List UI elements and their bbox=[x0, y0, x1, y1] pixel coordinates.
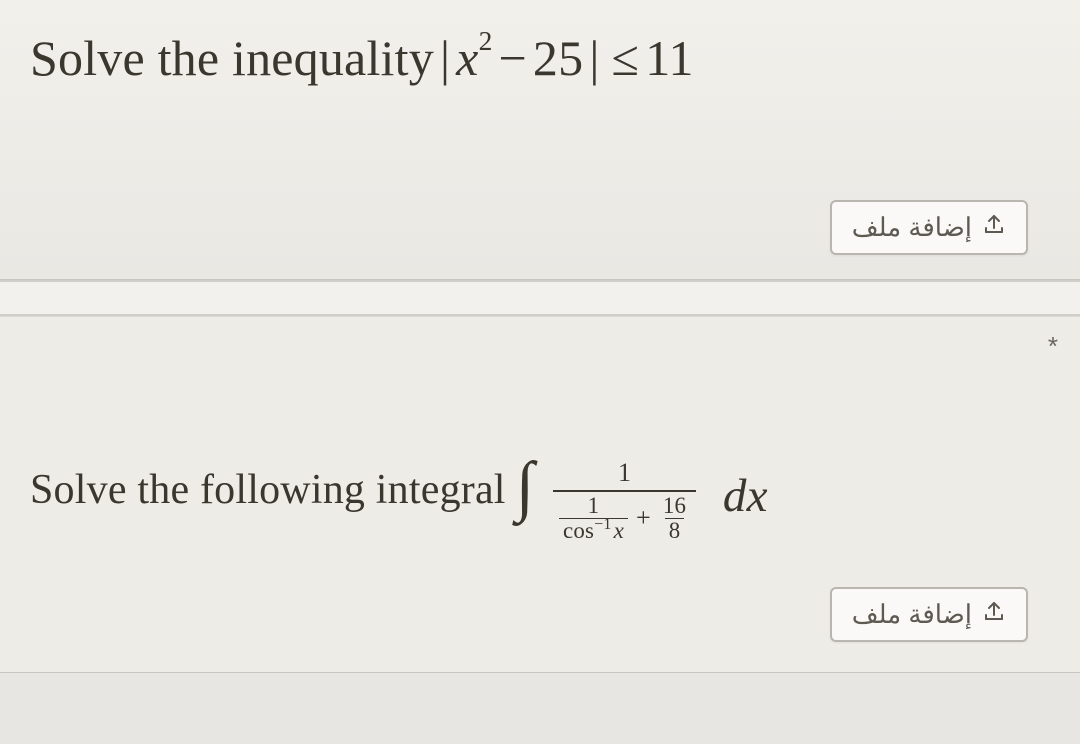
q2-upload-row: إضافة ملف bbox=[30, 575, 1050, 648]
q2-text: Solve the following integral ∫ 1 1 cos−1… bbox=[30, 435, 1050, 545]
abs-open: | bbox=[434, 30, 456, 86]
required-asterisk: * bbox=[1048, 331, 1058, 362]
exp-2: 2 bbox=[479, 25, 493, 56]
question-2: * Solve the following integral ∫ 1 1 cos… bbox=[0, 316, 1080, 673]
q2-expression: ∫ 1 1 cos−1x + 16 8 dx bbox=[506, 435, 768, 545]
rfrac-num: 16 bbox=[659, 494, 690, 518]
inner-den: cos−1x bbox=[559, 518, 628, 543]
integral-sign: ∫ bbox=[506, 448, 539, 523]
plus-sign: + bbox=[628, 504, 659, 533]
inner-num: 1 bbox=[584, 494, 604, 518]
q2-prompt: Solve the following integral bbox=[30, 457, 506, 524]
cos-text: cos bbox=[563, 518, 594, 543]
question-divider bbox=[0, 280, 1080, 316]
right-fraction: 16 8 bbox=[659, 494, 690, 543]
question-1: Solve the inequality |x2−25|≤11 إضافة مل… bbox=[0, 0, 1080, 280]
cos-var: x bbox=[612, 518, 624, 543]
var-x: x bbox=[456, 30, 478, 86]
dx: dx bbox=[711, 470, 768, 522]
inner-fraction: 1 cos−1x bbox=[559, 494, 628, 543]
q1-prompt: Solve the inequality bbox=[30, 18, 434, 98]
q1-text: Solve the inequality |x2−25|≤11 bbox=[30, 18, 1050, 98]
upload-icon bbox=[982, 212, 1006, 243]
q1-expression: |x2−25|≤11 bbox=[434, 18, 694, 98]
outer-fraction: 1 1 cos−1x + 16 8 bbox=[549, 457, 700, 545]
outer-num: 1 bbox=[612, 457, 637, 490]
add-file-button[interactable]: إضافة ملف bbox=[830, 587, 1028, 642]
q1-upload-row: إضافة ملف bbox=[30, 188, 1050, 261]
minus: − bbox=[493, 30, 533, 86]
rhs-11: 11 bbox=[645, 30, 694, 86]
abs-close: | bbox=[583, 30, 605, 86]
add-file-button[interactable]: إضافة ملف bbox=[830, 200, 1028, 255]
upload-icon bbox=[982, 599, 1006, 630]
const-25: 25 bbox=[533, 30, 583, 86]
rfrac-den: 8 bbox=[665, 518, 685, 543]
add-file-label: إضافة ملف bbox=[852, 212, 972, 243]
outer-den: 1 cos−1x + 16 8 bbox=[553, 490, 696, 545]
cos-exp: −1 bbox=[594, 516, 611, 533]
add-file-label: إضافة ملف bbox=[852, 599, 972, 630]
leq: ≤ bbox=[606, 30, 646, 86]
